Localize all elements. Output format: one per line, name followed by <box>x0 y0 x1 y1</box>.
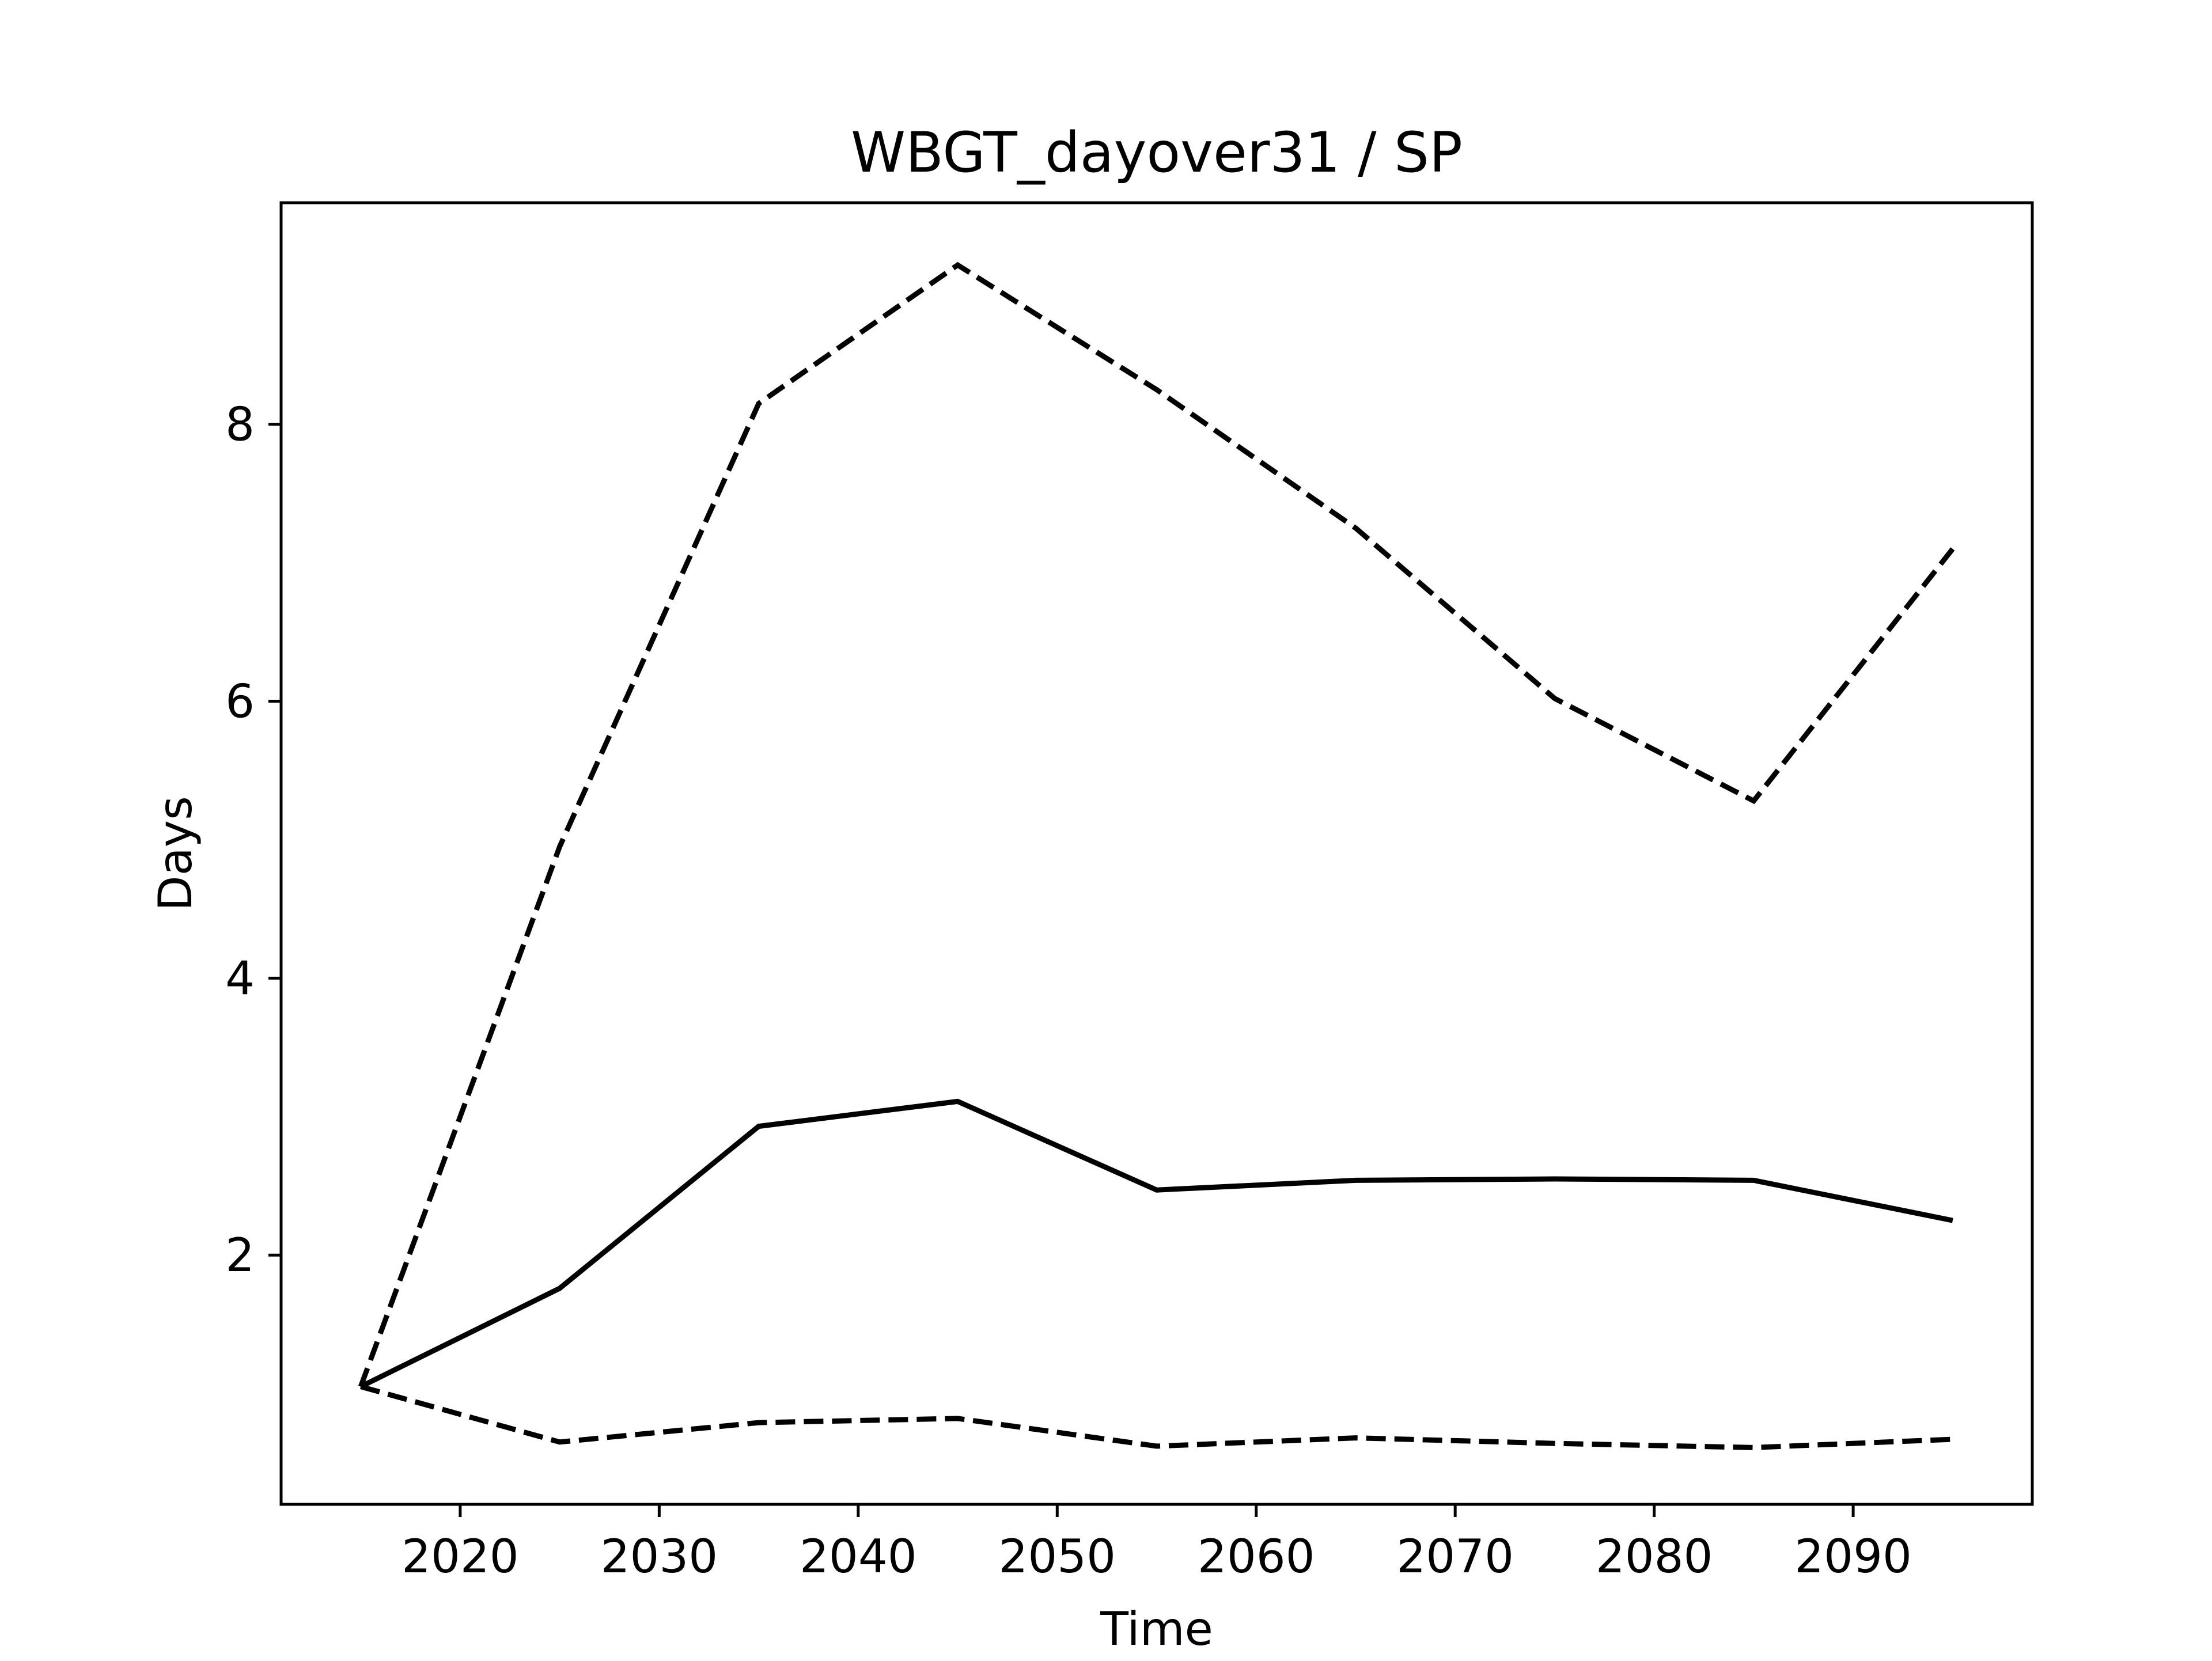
x-tick-label: 2030 <box>601 1530 718 1583</box>
chart-title: WBGT_dayover31 / SP <box>851 120 1463 185</box>
x-tick-label: 2070 <box>1396 1530 1514 1583</box>
x-axis-label: Time <box>1100 1602 1213 1656</box>
x-tick-label: 2040 <box>800 1530 917 1583</box>
series-line-3 <box>359 1384 1953 1450</box>
y-axis-label: Days <box>149 796 202 911</box>
series-line-1 <box>358 261 1955 1388</box>
x-tick-label: 2020 <box>402 1530 519 1583</box>
y-tick-label: 2 <box>225 1228 255 1282</box>
y-tick-label: 8 <box>225 398 255 452</box>
series-line-2 <box>359 1098 1953 1389</box>
plot-frame <box>279 201 2034 1506</box>
x-tick-label: 2060 <box>1198 1530 1315 1583</box>
x-tick-label: 2090 <box>1794 1530 1912 1583</box>
y-tick-label: 4 <box>225 951 255 1005</box>
x-tick-label: 2050 <box>998 1530 1116 1583</box>
x-tick-label: 2080 <box>1596 1530 1713 1583</box>
y-tick-label: 6 <box>225 675 255 729</box>
